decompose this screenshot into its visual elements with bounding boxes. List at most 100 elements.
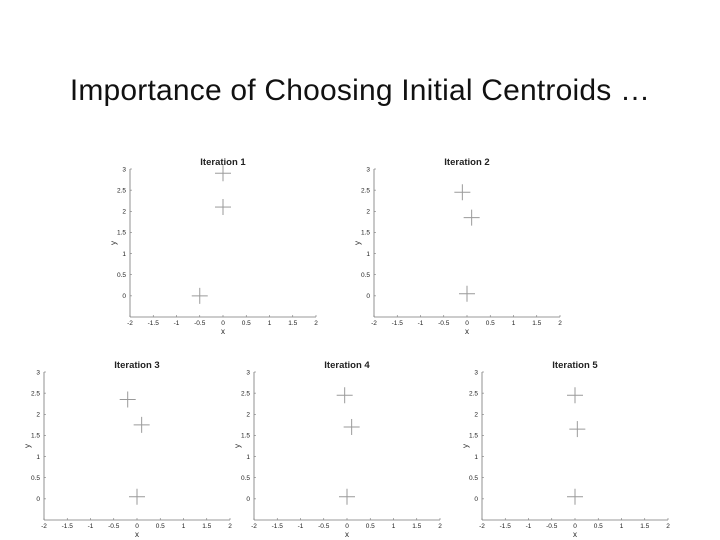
- x-tick-label: 1: [182, 523, 186, 530]
- x-tick-label: -2: [41, 523, 47, 530]
- x-axis-label: x: [221, 327, 225, 336]
- x-tick-label: 2: [438, 523, 442, 530]
- y-tick-label: 2: [122, 209, 126, 216]
- y-tick-label: 1.5: [31, 433, 40, 440]
- y-tick-label: 2.5: [241, 390, 250, 397]
- x-tick-label: 0.5: [486, 320, 495, 327]
- y-tick-label: 2.5: [361, 187, 370, 194]
- plot-title: Iteration 4: [324, 360, 370, 371]
- x-tick-label: -2: [251, 523, 257, 530]
- x-tick-label: 2: [314, 320, 318, 327]
- scatter-plot-iteration-5: Iteration 5 -2 -1.5 -1 -0.5 0 0.5 1 1.5 2 0 0.5 1 1.5…: [461, 360, 670, 539]
- y-tick-label: 1.5: [241, 433, 250, 440]
- x-tick-label: 0: [465, 320, 469, 327]
- y-tick-label: 1: [474, 454, 478, 461]
- x-axis-label: x: [573, 530, 577, 539]
- x-tick-label: -0.5: [438, 320, 450, 327]
- plot-title: Iteration 3: [114, 360, 159, 371]
- y-tick-label: 0: [36, 496, 40, 503]
- y-axis-label: y: [23, 444, 32, 448]
- x-tick-label: 0.5: [156, 523, 165, 530]
- x-tick-label: 1.5: [640, 523, 649, 530]
- y-tick-label: 2: [366, 209, 370, 216]
- y-tick-label: 0: [246, 496, 250, 503]
- x-tick-label: 0: [135, 523, 139, 530]
- y-tick-label: 2.5: [117, 187, 126, 194]
- y-tick-label: 1.5: [361, 230, 370, 237]
- y-tick-label: 3: [246, 369, 250, 376]
- x-tick-label: 0.5: [242, 320, 251, 327]
- y-axis-label: y: [109, 241, 118, 245]
- x-tick-label: 0.5: [366, 523, 375, 530]
- x-tick-label: 0: [345, 523, 349, 530]
- y-tick-label: 2.5: [31, 390, 40, 397]
- x-tick-label: 1: [512, 320, 516, 327]
- x-tick-label: -0.5: [318, 523, 330, 530]
- y-tick-label: 2: [474, 412, 478, 419]
- centroid-marker: [569, 421, 586, 438]
- y-tick-label: 3: [366, 166, 370, 173]
- y-tick-label: 1: [366, 251, 370, 258]
- y-axis-label: y: [233, 444, 242, 448]
- centroid-marker: [215, 199, 231, 216]
- centroid-marker: [119, 391, 136, 408]
- y-tick-label: 2: [36, 412, 40, 419]
- x-tick-label: 1: [620, 523, 624, 530]
- y-tick-label: 0.5: [31, 475, 40, 482]
- x-tick-label: -1.5: [62, 523, 74, 530]
- y-tick-label: 0.5: [241, 475, 250, 482]
- y-tick-label: 3: [474, 369, 478, 376]
- y-tick-label: 3: [122, 166, 126, 173]
- x-tick-label: 1.5: [412, 523, 421, 530]
- scatter-plot-iteration-2: Iteration 2 -2 -1.5 -1 -0.5 0 0.5 1 1.5 2 0 0.5 1 1.5…: [353, 157, 562, 336]
- x-tick-label: -1.5: [500, 523, 512, 530]
- x-tick-label: -1: [298, 523, 304, 530]
- y-tick-label: 0: [366, 293, 370, 300]
- centroid-marker: [191, 287, 208, 304]
- y-tick-label: 1.5: [469, 433, 478, 440]
- x-axis-label: x: [135, 530, 139, 539]
- x-tick-label: -1: [526, 523, 532, 530]
- centroid-marker: [215, 165, 231, 182]
- y-tick-label: 2: [246, 412, 250, 419]
- y-tick-label: 0.5: [117, 272, 126, 279]
- x-tick-label: 0: [221, 320, 225, 327]
- y-tick-label: 1.5: [117, 230, 126, 237]
- centroid-marker: [454, 184, 471, 201]
- y-tick-label: 1: [36, 454, 40, 461]
- plot-title: Iteration 2: [444, 157, 489, 168]
- x-tick-label: -2: [371, 320, 377, 327]
- x-tick-label: -2: [127, 320, 133, 327]
- x-tick-label: -0.5: [194, 320, 206, 327]
- scatter-plot-iteration-3: Iteration 3 -2 -1.5 -1 -0.5 0 0.5 1 1.5 2 0 0.5 1 1.5…: [23, 360, 232, 539]
- x-axis-label: x: [345, 530, 349, 539]
- y-tick-label: 0.5: [361, 272, 370, 279]
- y-tick-label: 0.5: [469, 475, 478, 482]
- x-tick-label: -1.5: [148, 320, 160, 327]
- centroid-marker: [463, 209, 480, 226]
- y-tick-label: 3: [36, 369, 40, 376]
- x-tick-label: -1: [174, 320, 180, 327]
- x-tick-label: -1.5: [392, 320, 404, 327]
- x-tick-label: 1.5: [288, 320, 297, 327]
- scatter-plot-iteration-4: Iteration 4 -2 -1.5 -1 -0.5 0 0.5 1 1.5 2 0 0.5 1 1.5…: [233, 360, 442, 539]
- y-tick-label: 1: [246, 454, 250, 461]
- x-tick-label: -1: [418, 320, 424, 327]
- centroid-marker: [339, 488, 355, 505]
- x-tick-label: -2: [479, 523, 485, 530]
- x-tick-label: 1: [268, 320, 272, 327]
- x-tick-label: 0: [573, 523, 577, 530]
- y-tick-label: 0: [474, 496, 478, 503]
- x-tick-label: 1.5: [202, 523, 211, 530]
- x-tick-label: 2: [228, 523, 232, 530]
- x-tick-label: -1.5: [272, 523, 284, 530]
- x-tick-label: 2: [666, 523, 670, 530]
- y-axis-label: y: [353, 241, 362, 245]
- y-tick-label: 0: [122, 293, 126, 300]
- x-tick-label: 1.5: [532, 320, 541, 327]
- x-tick-label: 2: [558, 320, 562, 327]
- centroid-marker: [459, 285, 475, 302]
- x-tick-label: -0.5: [546, 523, 558, 530]
- x-tick-label: -1: [88, 523, 94, 530]
- centroid-marker: [343, 418, 360, 435]
